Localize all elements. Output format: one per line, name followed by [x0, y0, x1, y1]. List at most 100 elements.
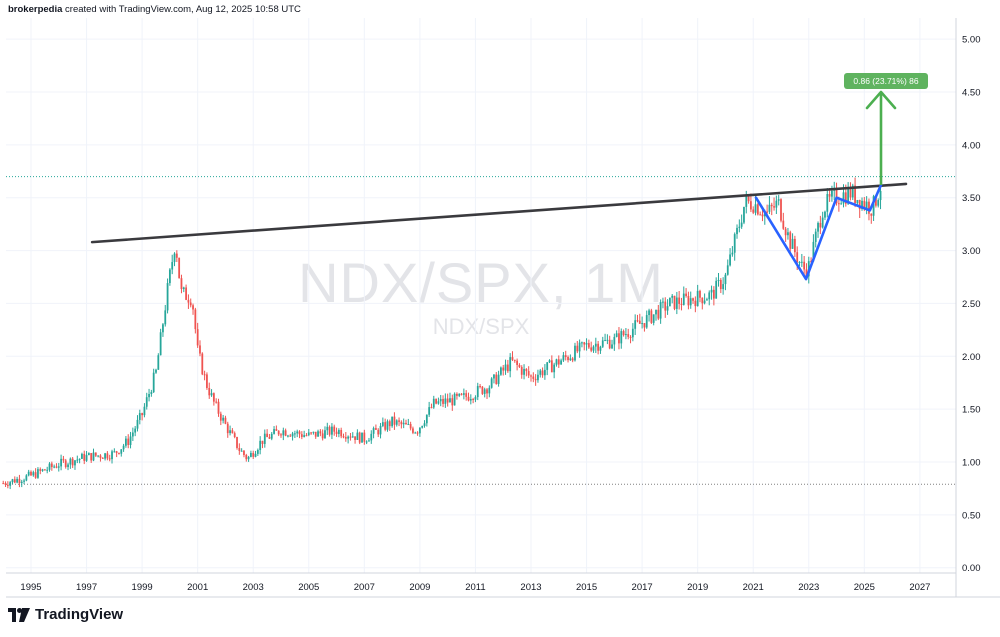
candle-body — [185, 287, 187, 300]
candle-body — [69, 458, 72, 465]
candle-body — [201, 353, 204, 375]
candle-body — [814, 231, 817, 242]
candle-body — [805, 269, 808, 277]
candle-body — [113, 451, 116, 453]
candle-body — [810, 261, 812, 263]
candle-body — [458, 393, 461, 396]
candle-body — [405, 422, 407, 425]
candle-body — [483, 389, 486, 394]
candle-body — [594, 343, 597, 347]
candle-body — [733, 234, 736, 253]
candle-body — [340, 429, 343, 437]
candle-body — [629, 336, 632, 338]
candle-body — [754, 204, 757, 213]
candle-body — [546, 362, 549, 370]
candle-body — [601, 340, 604, 347]
candle-body — [752, 209, 755, 213]
candle-body — [793, 238, 796, 253]
brand-name: TradingView — [35, 606, 124, 623]
candle-body — [273, 429, 275, 434]
candle-body — [775, 200, 778, 208]
candle-body — [196, 329, 199, 346]
candle-body — [25, 475, 28, 481]
tradingview-logo[interactable]: TradingView — [8, 606, 123, 623]
candle-body — [719, 279, 722, 290]
candle-body — [402, 422, 405, 425]
candle-body — [150, 392, 153, 394]
candle-body — [664, 301, 667, 311]
candle-body — [648, 310, 650, 316]
candle-body — [368, 440, 370, 442]
x-tick-label-16: 2027 — [909, 582, 930, 593]
candle-body — [488, 387, 491, 394]
candle-body — [858, 200, 861, 209]
candle-body — [122, 445, 125, 450]
candle-body — [495, 374, 498, 385]
candle-body — [527, 371, 530, 376]
candle-body — [550, 360, 553, 373]
candle-body — [409, 424, 412, 429]
candle-body — [46, 469, 49, 471]
x-tick-label-15: 2025 — [854, 582, 875, 593]
candle-body — [375, 428, 377, 430]
x-tick-label-7: 2009 — [409, 582, 430, 593]
candle-body — [590, 347, 593, 351]
candle-body — [344, 436, 347, 439]
candle-body — [567, 356, 569, 361]
candle-body — [289, 435, 292, 437]
candle-body — [511, 357, 514, 360]
candle-body — [736, 227, 738, 235]
candle-body — [118, 452, 120, 454]
candle-body — [543, 369, 546, 376]
tradingview-logo-icon — [8, 607, 30, 622]
candle-body — [622, 331, 625, 336]
candle-body — [268, 437, 271, 439]
candle-body — [215, 401, 218, 403]
candle-body — [479, 386, 481, 388]
candle-body — [252, 452, 255, 457]
candle-body — [238, 447, 241, 451]
candle-body — [280, 434, 282, 436]
candle-body — [724, 274, 727, 285]
y-tick-label-1: 4.50 — [962, 88, 981, 99]
candle-body — [773, 206, 775, 208]
candle-body — [189, 302, 192, 306]
candle-body — [513, 359, 516, 361]
candle-body — [18, 478, 21, 484]
candle-body — [731, 252, 734, 255]
candle-body — [571, 358, 574, 361]
candle-body — [712, 289, 715, 299]
candle-body — [835, 188, 838, 204]
candle-body — [486, 389, 488, 394]
y-tick-label-8: 1.00 — [962, 458, 981, 469]
candle-body — [750, 201, 752, 210]
candle-body — [291, 433, 294, 437]
candle-body — [164, 310, 167, 325]
candle-body — [687, 296, 690, 306]
candle-body — [363, 432, 366, 442]
candle-body — [305, 435, 308, 437]
candle-body — [60, 458, 62, 467]
candle-body — [2, 483, 5, 485]
candle-body — [101, 457, 104, 459]
candle-body — [298, 431, 301, 435]
candle-body — [465, 393, 468, 397]
candle-body — [625, 334, 627, 336]
candle-body — [490, 378, 493, 388]
y-tick-label-9: 0.50 — [962, 510, 981, 521]
candle-body — [287, 435, 289, 437]
candle-body — [212, 393, 215, 402]
candle-body — [444, 398, 447, 404]
candle-body — [476, 386, 479, 398]
candle-body — [435, 398, 437, 404]
candle-body — [824, 211, 826, 218]
candle-body — [379, 425, 382, 435]
candle-body — [745, 196, 748, 207]
candle-body — [210, 393, 213, 396]
y-tick-label-5: 2.50 — [962, 299, 981, 310]
candle-body — [94, 452, 97, 456]
candle-body — [131, 432, 134, 437]
candle-body — [766, 211, 769, 213]
x-tick-label-6: 2007 — [354, 582, 375, 593]
